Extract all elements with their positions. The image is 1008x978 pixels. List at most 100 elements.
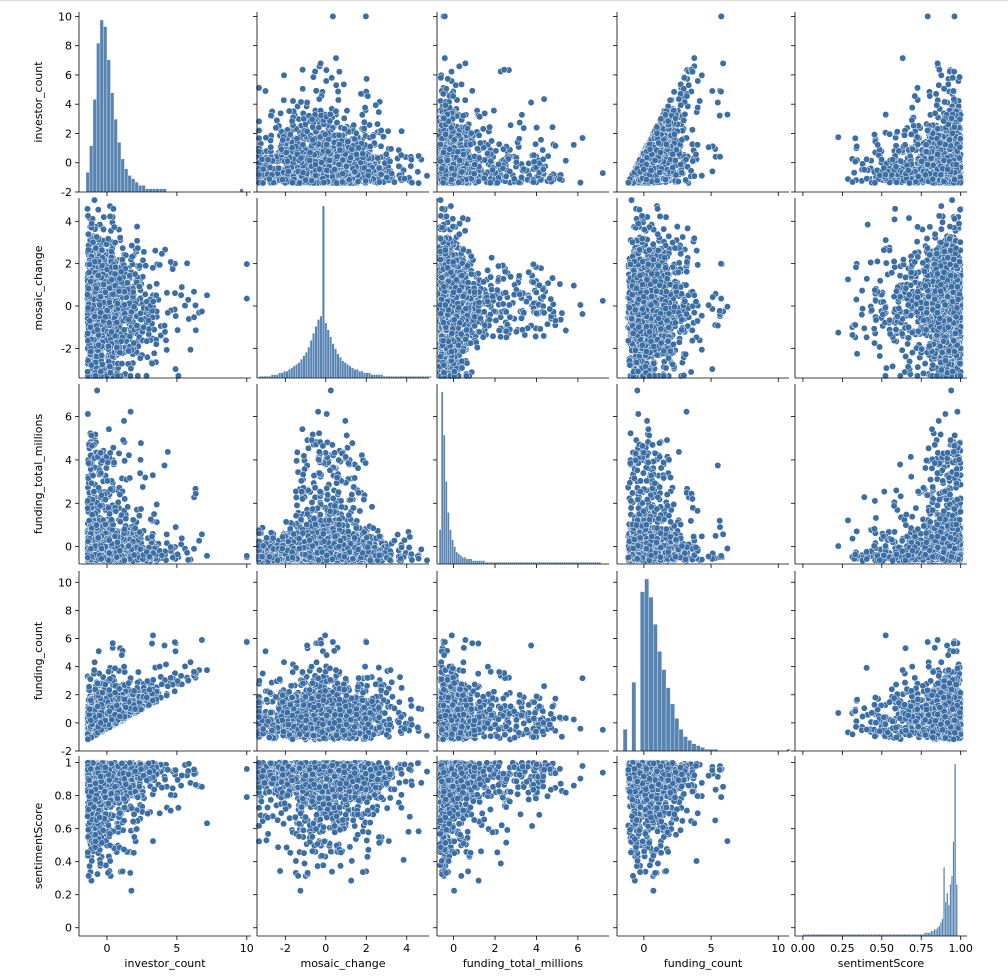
hist-bar [107,60,111,192]
scatter-point [351,122,357,128]
scatter-point [334,153,340,159]
scatter-point [309,178,315,184]
y-tick-label: 10 [58,10,72,23]
scatter-point [284,158,290,164]
scatter-point [343,163,349,169]
hist-bar [103,27,107,192]
scatter-point [415,180,421,186]
scatter-point [300,142,306,148]
scatter-point [312,161,318,167]
hist-bar [159,189,163,192]
scatter-point [442,13,448,19]
scatter-point [318,159,324,165]
scatter-point [326,157,332,163]
scatter-point [296,180,302,186]
scatter-point [380,134,386,140]
scatter-point [316,96,322,102]
hist-bar [142,185,146,192]
scatter-point [337,147,343,153]
scatter-point [359,112,365,118]
scatter-point [355,145,361,151]
scatter-point [370,133,376,139]
scatter-point [334,119,340,125]
scatter-point [362,104,368,110]
hist-bar [131,179,135,192]
scatter-point [398,152,404,158]
scatter-point [360,151,366,157]
scatter-point [341,115,347,121]
scatter-point [374,121,380,127]
scatter-point [352,169,358,175]
scatter-point [266,176,272,182]
scatter-point [280,137,286,143]
scatter-point [367,143,373,149]
hist-bar [114,119,118,192]
scatter-point [445,76,451,82]
scatter-point [336,132,342,138]
scatter-point [268,112,274,118]
scatter-point [365,93,371,99]
scatter-point [336,141,342,147]
scatter-point [363,178,369,184]
scatter-point [278,146,284,152]
scatter-point [259,156,265,162]
scatter-point [322,131,328,137]
scatter-point [290,98,296,104]
scatter-point [273,125,279,131]
hist-bar [240,189,244,192]
scatter-point [401,176,407,182]
hist-bar [96,43,100,192]
scatter-point [286,108,292,114]
scatter-point [289,145,295,151]
scatter-point [373,102,379,108]
scatter-point [474,146,480,152]
y-axis-label: investor_count [32,61,45,143]
scatter-point [378,127,384,133]
scatter-point [398,128,404,134]
scatter-point [376,179,382,185]
scatter-point [363,76,369,82]
scatter-point [415,153,421,159]
hist-bar [149,189,153,192]
hist-bar [100,20,104,192]
scatter-point [528,99,534,105]
scatter-point [348,155,354,161]
scatter-point [310,124,316,130]
scatter-point [262,88,268,94]
scatter-point [260,166,266,172]
scatter-point [340,171,346,177]
scatter-point [299,67,305,73]
y-tick-label: 4 [65,98,72,111]
scatter-point [298,155,304,161]
scatter-point [557,176,563,182]
scatter-point [281,97,287,103]
scatter-point [563,158,569,164]
scatter-point [387,158,393,164]
y-tick-label: 0 [65,157,72,170]
scatter-point [383,151,389,157]
hist-bar [124,169,128,192]
hist-bar [117,142,121,192]
scatter-point [316,124,322,130]
scatter-point [307,149,313,155]
scatter-point [376,165,382,171]
scatter-point [538,137,544,143]
scatter-point [353,130,359,136]
panel-investor_count-vs-investor_count: -20246810investor_count [32,10,251,199]
scatter-point [287,131,293,137]
scatter-point [312,68,318,74]
scatter-point [267,164,273,170]
scatter-point [375,155,381,161]
scatter-point [323,67,329,73]
scatter-point [331,166,337,172]
scatter-point [385,128,391,134]
scatter-point [277,110,283,116]
y-tick-label: 8 [65,40,72,53]
scatter-point [317,60,323,66]
scatter-point [307,157,313,163]
scatter-point [501,67,507,73]
scatter-point [324,167,330,173]
scatter-point [353,151,359,157]
scatter-point [344,108,350,114]
